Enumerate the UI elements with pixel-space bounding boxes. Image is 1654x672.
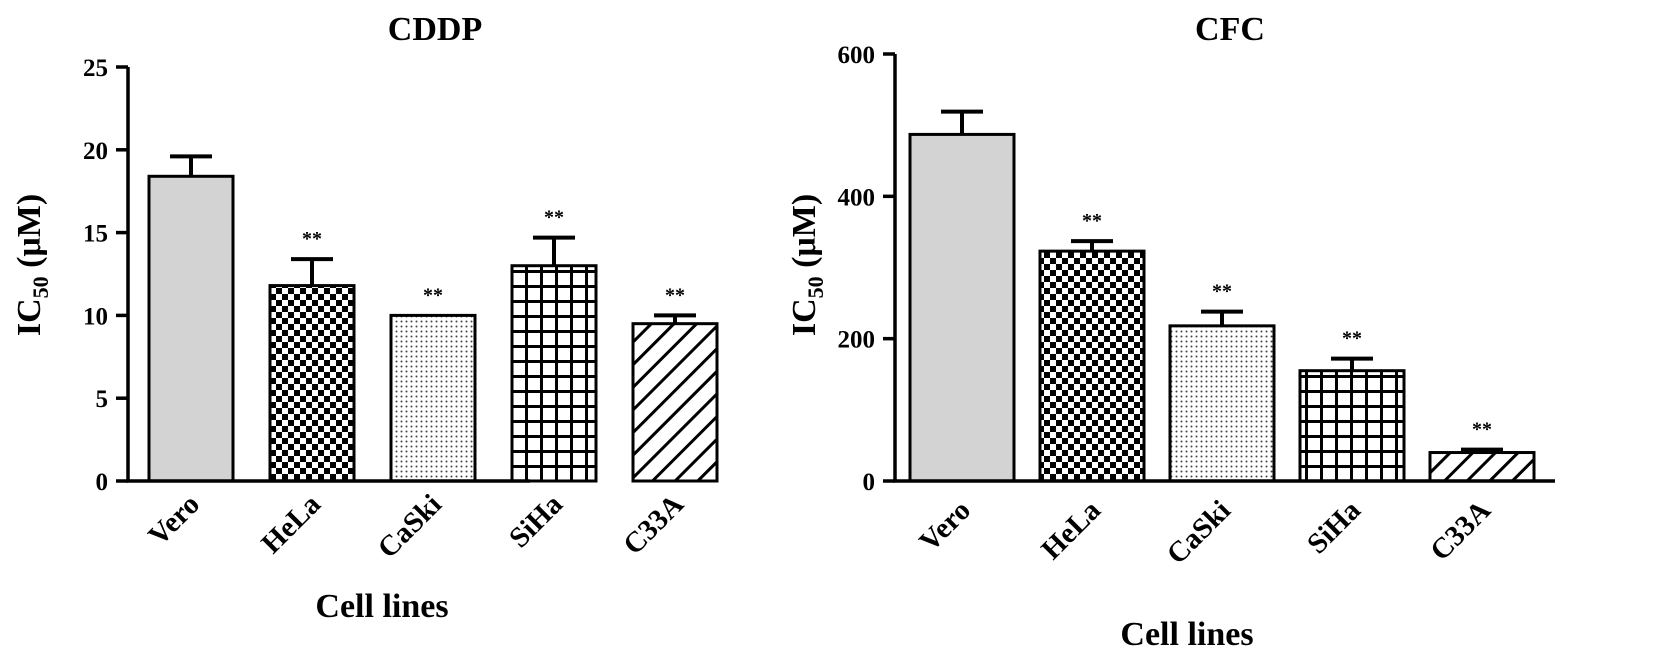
x-tick-label: CaSki [372,488,448,564]
error-bar-caski [1201,309,1243,326]
y-tick-label: 200 [838,327,876,354]
significance-label: ** [1342,328,1362,350]
bar-siha [510,264,598,483]
y-tick-label: 0 [863,469,876,496]
error-bar-siha [1331,356,1373,371]
bar-caski [389,313,477,483]
x-tick-label: Vero [913,494,977,558]
significance-label: ** [1082,210,1102,232]
error-bar-hela [1071,239,1113,252]
x-tick-label: CaSki [1161,494,1237,570]
significance-label: ** [1472,419,1492,441]
error-bar-hela [291,257,333,286]
y-axis-label: IC50 (μM) [11,194,53,336]
error-bar-vero [941,109,983,135]
y-tick-label: 400 [838,184,876,211]
y-tick-label: 25 [83,55,108,82]
y-axis-label-sub: 50 [28,276,53,298]
x-tick-label: HeLa [255,488,327,560]
y-axis-label-unit: (μM) [786,194,823,277]
x-tick-label: C33A [617,488,690,561]
bar-vero [908,132,1016,483]
bars: ** ** ** ** [908,109,1536,483]
x-tick-label: SiHa [503,488,569,554]
x-tick-label: C33A [1424,494,1497,567]
y-tick-label: 20 [83,138,108,165]
bar-vero [147,174,235,483]
significance-label: ** [423,284,443,306]
y-axis-label-sub: 50 [803,276,828,298]
y-tick-label: 0 [96,469,109,496]
y-axis-label-main: IC [786,298,823,336]
significance-label: ** [544,207,564,229]
bar-c33a [1428,451,1536,483]
bar-c33a [631,322,719,483]
bars: ** ** ** ** [147,154,719,483]
chart-panel-cfc: CFC ** ** ** ** Vero HeLa CaSki SiHa C33A 0 200 40… [786,11,1555,653]
y-axis-label-main: IC [11,298,48,336]
y-tick-label: 15 [83,221,108,248]
bar-hela [268,284,356,483]
chart-panel-cddp: CDDP ** ** ** ** Vero HeLa CaSki SiHa C33A 0 5 10 1… [11,11,719,625]
y-axis-label-unit: (μM) [11,194,48,277]
error-bar-siha [533,235,575,266]
chart-title: CDDP [388,11,482,48]
significance-label: ** [665,284,685,306]
significance-label: ** [1212,281,1232,303]
bar-hela [1038,249,1146,483]
significance-label: ** [302,228,322,250]
x-axis-label: Cell lines [315,588,448,625]
y-tick-label: 600 [838,42,876,69]
x-tick-label: SiHa [1301,494,1367,560]
bar-caski [1168,324,1276,483]
x-tick-label: HeLa [1035,494,1107,566]
chart-title: CFC [1195,11,1265,48]
error-bar-vero [170,154,212,177]
y-tick-label: 5 [96,386,109,413]
x-axis-label: Cell lines [1120,616,1253,653]
bar-siha [1298,369,1406,483]
y-tick-label: 10 [83,303,108,330]
y-axis-label: IC50 (μM) [786,194,828,336]
x-tick-label: Vero [142,488,206,552]
